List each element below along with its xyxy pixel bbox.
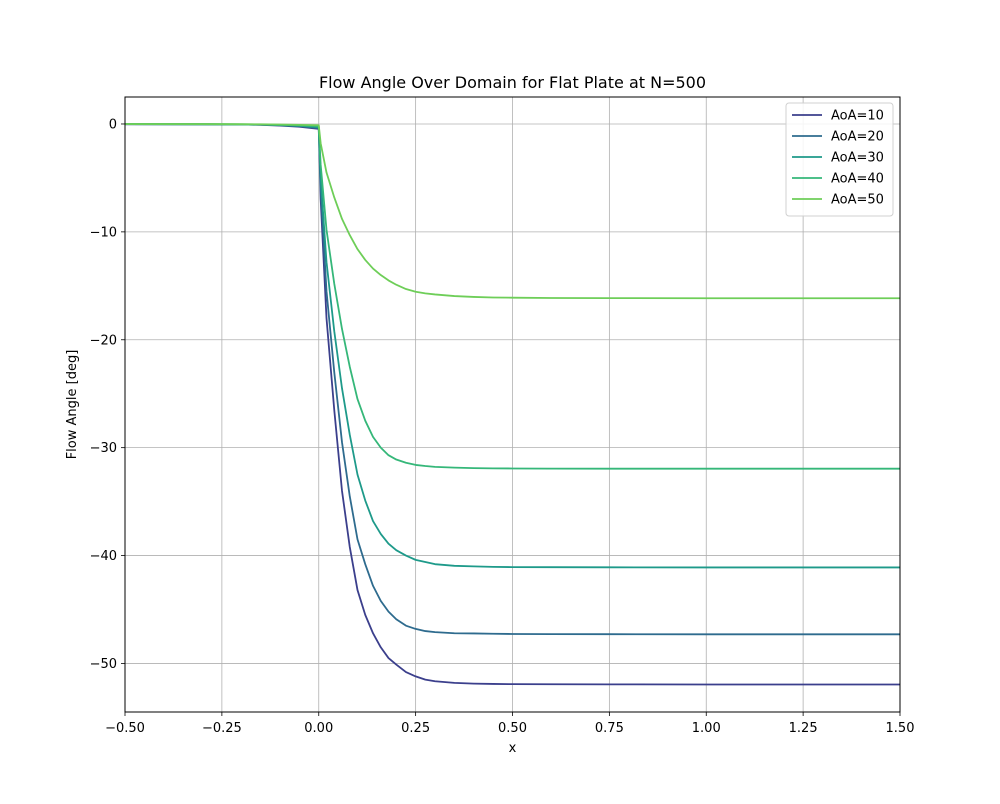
x-tick-label: 1.50 [886,721,915,736]
x-tick-label: −0.50 [105,721,145,736]
legend: AoA=10 AoA=20 AoA=30 AoA=40 AoA=50 [785,102,894,217]
x-tick-label: 0.75 [595,721,624,736]
legend-label: AoA=30 [831,151,884,166]
legend-label: AoA=10 [831,109,884,124]
y-tick-label: 0 [109,117,117,132]
x-tick-label: 0.25 [401,721,430,736]
series-line-aoa-50 [125,123,900,300]
y-tick-label: −40 [90,549,117,564]
x-tick-label: −0.25 [202,721,242,736]
y-tick-label: −20 [90,333,117,348]
y-tick-label: −10 [90,225,117,240]
y-tick-label: −50 [90,657,117,672]
y-axis-label: Flow Angle [deg] [65,350,80,460]
chart-title: Flow Angle Over Domain for Flat Plate at… [319,73,706,92]
x-tick-label: 1.25 [789,721,818,736]
legend-label: AoA=40 [831,172,884,187]
x-tick-label: 0.50 [498,721,527,736]
x-tick-label: 1.00 [692,721,721,736]
x-axis-label: x [509,741,517,756]
legend-box [785,102,894,217]
legend-label: AoA=20 [831,130,884,145]
y-tick-label: −30 [90,441,117,456]
legend-label: AoA=50 [831,193,884,208]
x-tick-label: 0.00 [304,721,333,736]
